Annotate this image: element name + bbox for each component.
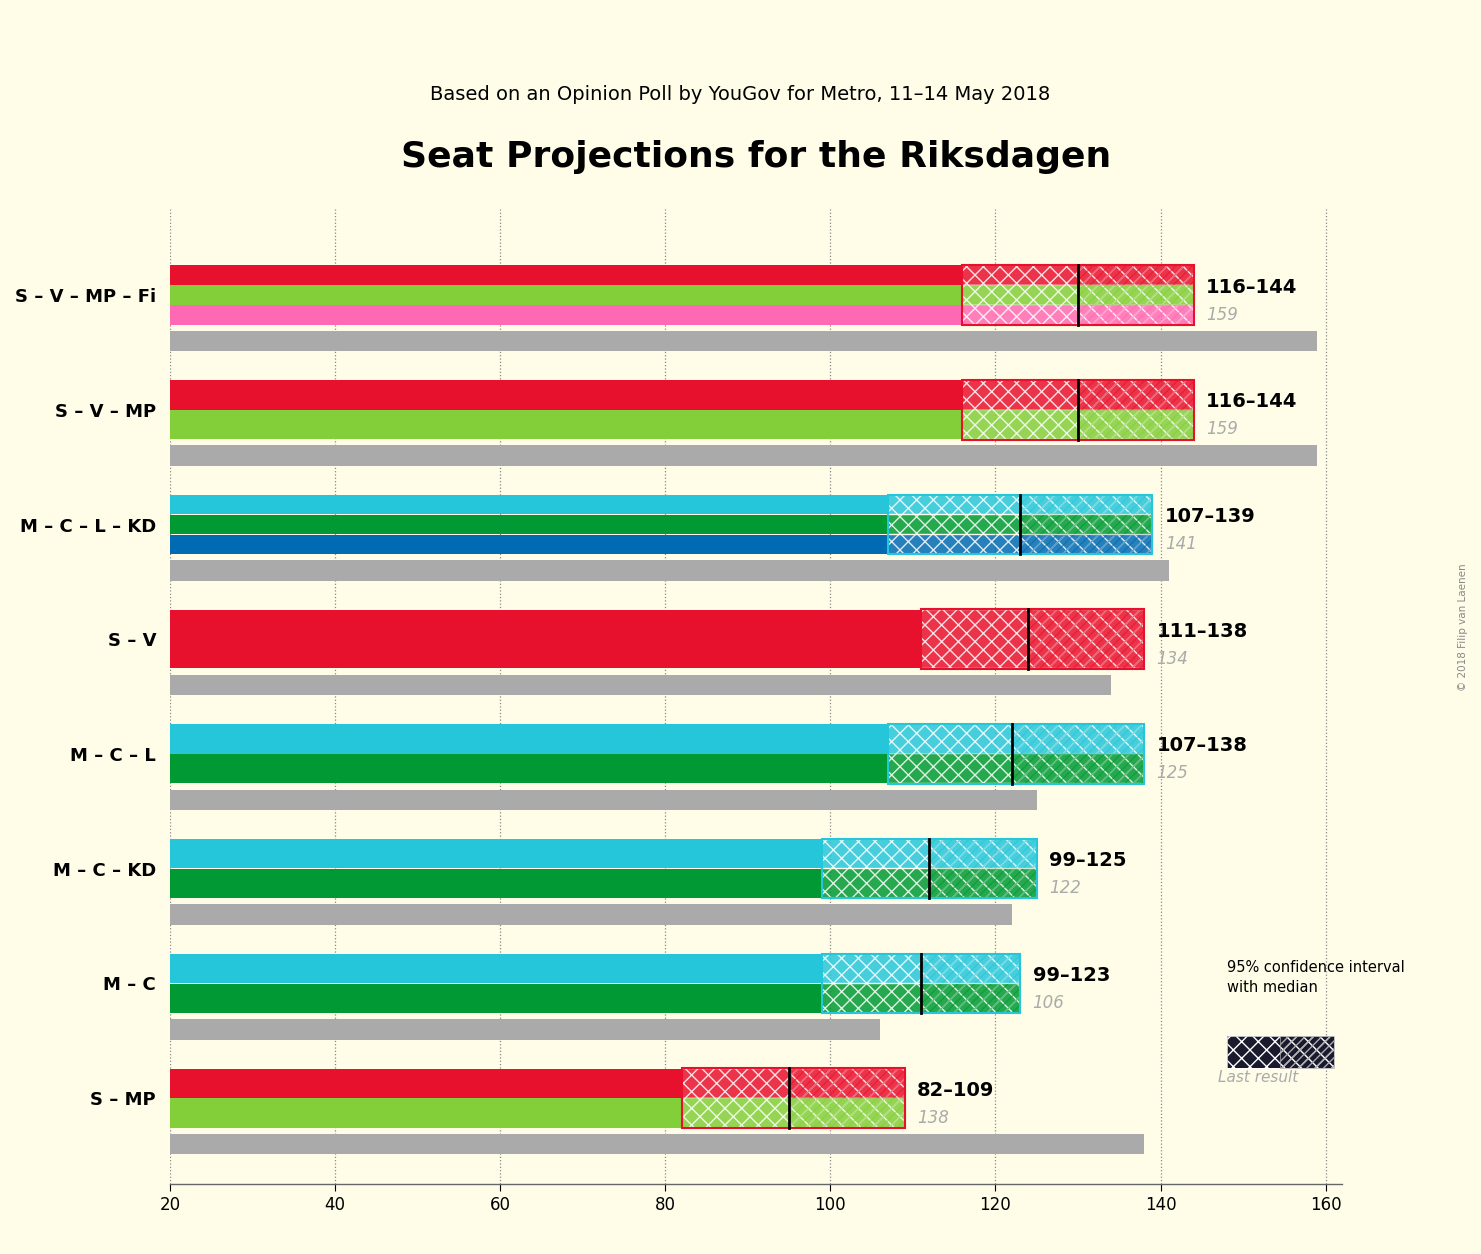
Bar [4,1099,681,1127]
Bar [1078,305,1194,325]
Bar [4,869,822,898]
Text: 106: 106 [1032,994,1065,1012]
Bar [963,266,1194,285]
Bar [1226,1036,1334,1068]
Bar [930,869,1037,898]
Text: Based on an Opinion Poll by YouGov for Metro, 11–14 May 2018: Based on an Opinion Poll by YouGov for M… [431,84,1050,104]
Bar [1078,266,1194,285]
Title: Seat Projections for the Riksdagen: Seat Projections for the Riksdagen [401,140,1111,174]
Bar [822,954,1020,983]
Bar [889,515,1152,534]
Text: 125: 125 [1157,765,1188,782]
Bar [889,494,1152,554]
Text: 134: 134 [1157,650,1188,667]
Bar [921,609,1143,668]
Bar [4,839,822,868]
Bar [1012,725,1143,754]
Bar [889,754,1143,784]
Bar [963,380,1194,410]
Bar [921,954,1020,983]
Bar [889,724,1143,784]
Text: 107–138: 107–138 [1157,736,1247,755]
Bar [4,561,1169,581]
Text: © 2018 Filip van Laenen: © 2018 Filip van Laenen [1459,563,1468,691]
Text: 159: 159 [1206,306,1238,324]
Bar [4,725,889,754]
Bar [889,495,1152,514]
Bar [1280,1036,1334,1068]
Bar [4,790,1037,810]
Bar [4,904,1012,925]
Text: 107–139: 107–139 [1164,507,1256,525]
Bar [963,380,1194,440]
Bar [1020,495,1152,514]
Bar [930,839,1037,868]
Bar [4,380,963,410]
Bar [1078,380,1194,410]
Bar [4,754,889,784]
Bar [1078,286,1194,305]
Bar [789,1068,905,1097]
Text: 99–123: 99–123 [1032,966,1109,984]
Bar [4,495,889,514]
Bar [4,286,963,305]
Bar [1028,609,1143,668]
Bar [789,1099,905,1127]
Bar [1012,754,1143,784]
Bar [822,839,1037,898]
Bar [1226,1036,1334,1068]
Text: 99–125: 99–125 [1049,851,1127,870]
Text: 82–109: 82–109 [917,1081,994,1100]
Bar [4,1134,1143,1154]
Bar [963,410,1194,439]
Bar [4,410,963,439]
Bar [889,725,1143,754]
Text: Last result: Last result [1219,1070,1299,1085]
Bar [4,983,822,1013]
Bar [4,1068,681,1097]
Bar [4,445,1318,466]
Bar [4,534,889,554]
Text: 116–144: 116–144 [1206,277,1297,296]
Bar [4,515,889,534]
Bar [681,1068,905,1097]
Bar [822,953,1020,1013]
Bar [1020,515,1152,534]
Text: 138: 138 [917,1109,949,1126]
Bar [4,1020,880,1040]
Bar [4,266,963,285]
Bar [822,983,1020,1013]
Bar [1078,410,1194,439]
Text: 159: 159 [1206,420,1238,439]
Bar [4,954,822,983]
Bar [963,266,1194,325]
Bar [963,305,1194,325]
Bar [4,609,921,668]
Bar [4,331,1318,351]
Bar [963,286,1194,305]
Bar [1020,534,1152,554]
Text: 111–138: 111–138 [1157,622,1247,641]
Bar [822,839,1037,868]
Text: 116–144: 116–144 [1206,393,1297,411]
Bar [681,1099,905,1127]
Bar [822,869,1037,898]
Bar [921,983,1020,1013]
Text: 141: 141 [1164,535,1197,553]
Text: 95% confidence interval
with median: 95% confidence interval with median [1226,961,1404,994]
Bar [889,534,1152,554]
Bar [4,675,1111,696]
Bar [4,305,963,325]
Bar [921,609,1143,670]
Text: 122: 122 [1049,879,1081,897]
Bar [681,1068,905,1127]
